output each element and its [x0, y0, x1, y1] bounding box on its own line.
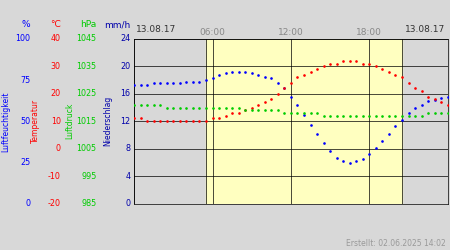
Text: hPa: hPa: [81, 20, 97, 29]
Text: 0: 0: [26, 199, 31, 208]
Text: 985: 985: [81, 199, 97, 208]
Text: 20: 20: [121, 62, 130, 71]
Text: 0: 0: [56, 144, 61, 153]
Text: 1045: 1045: [76, 34, 97, 43]
Text: 0: 0: [126, 199, 130, 208]
Text: 1035: 1035: [76, 62, 97, 71]
Text: 30: 30: [51, 62, 61, 71]
Text: %: %: [22, 20, 31, 29]
Text: 1025: 1025: [76, 89, 97, 98]
Text: 12: 12: [121, 117, 130, 126]
Text: 13.08.17: 13.08.17: [405, 25, 446, 34]
Text: 4: 4: [126, 172, 130, 181]
Text: mm/h: mm/h: [104, 20, 130, 29]
Text: Luftdruck: Luftdruck: [65, 103, 74, 140]
Text: -10: -10: [48, 172, 61, 181]
Text: 20: 20: [51, 89, 61, 98]
Text: Niederschlag: Niederschlag: [104, 96, 112, 146]
Text: Temperatur: Temperatur: [31, 99, 40, 143]
Text: 8: 8: [126, 144, 130, 153]
Text: 25: 25: [20, 158, 31, 167]
Text: Luftfeuchtigkeit: Luftfeuchtigkeit: [1, 91, 10, 152]
Text: 995: 995: [81, 172, 97, 181]
Text: 1005: 1005: [76, 144, 97, 153]
Text: Erstellt: 02.06.2025 14:02: Erstellt: 02.06.2025 14:02: [346, 238, 446, 248]
Text: 75: 75: [20, 76, 31, 84]
Text: 1015: 1015: [76, 117, 97, 126]
Text: 16: 16: [121, 89, 130, 98]
Text: 40: 40: [51, 34, 61, 43]
Text: 100: 100: [16, 34, 31, 43]
Text: -20: -20: [48, 199, 61, 208]
Text: 24: 24: [121, 34, 130, 43]
Bar: [206, 39, 402, 204]
Text: °C: °C: [50, 20, 61, 29]
Text: 50: 50: [21, 117, 31, 126]
Text: 13.08.17: 13.08.17: [136, 25, 176, 34]
Text: 10: 10: [51, 117, 61, 126]
